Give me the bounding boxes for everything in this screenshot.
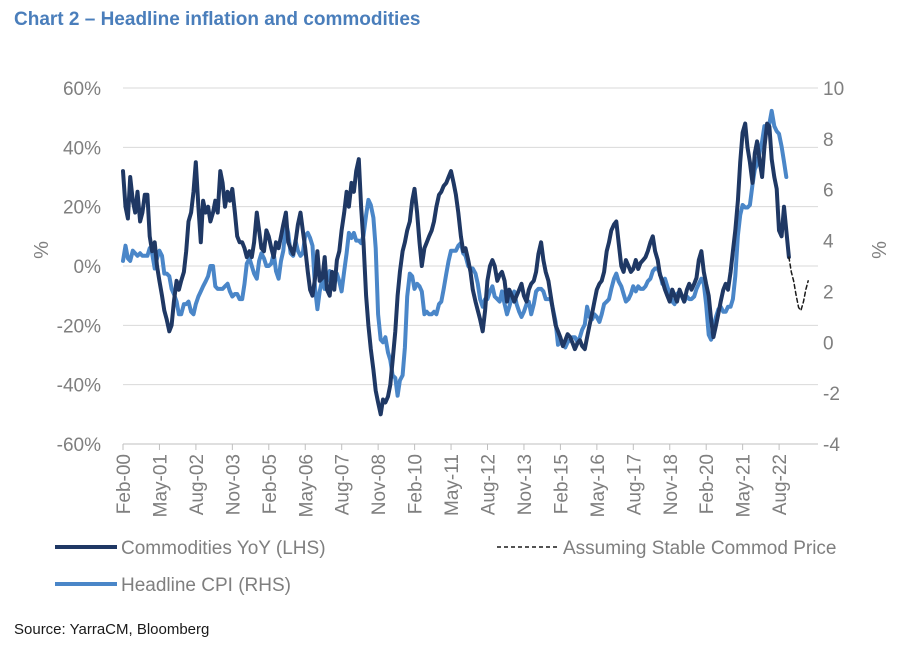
- x-tick-label: May-06: [296, 454, 317, 517]
- x-tick-label: May-01: [150, 454, 171, 517]
- source-note: Source: YarraCM, Bloomberg: [14, 621, 210, 638]
- y-axis-right-ticks: 10 8 6 4 2 0 -2 -4: [823, 79, 844, 456]
- legend-label: Headline CPI (RHS): [121, 575, 291, 596]
- series-line-2: [788, 256, 809, 312]
- y-right-tick-label: 4: [823, 232, 834, 253]
- x-tick-label: Feb-15: [551, 454, 572, 514]
- x-tick-label: Feb-10: [406, 454, 427, 514]
- y-left-tick-label: 20%: [63, 198, 101, 219]
- y-right-tick-label: -4: [823, 435, 840, 456]
- legend: Commodities YoY (LHS) Assuming Stable Com…: [55, 538, 837, 596]
- x-tick-label: May-21: [734, 454, 755, 517]
- y-axis-left-ticks: 60% 40% 20% 0% -20% -40% -60%: [57, 79, 101, 456]
- y-right-tick-label: 6: [823, 181, 834, 202]
- y-left-tick-label: -60%: [57, 435, 101, 456]
- x-tick-label: Aug-07: [333, 454, 354, 515]
- y-right-tick-label: 0: [823, 333, 834, 354]
- x-tick-label: May-16: [588, 454, 609, 517]
- x-tick-label: Nov-18: [661, 454, 682, 515]
- x-tick-label: Feb-05: [260, 454, 281, 514]
- y-right-tick-label: 10: [823, 79, 844, 100]
- y-left-tick-label: 0%: [74, 257, 102, 278]
- chart-title: Chart 2 – Headline inflation and commodi…: [14, 9, 421, 30]
- y-right-tick-label: 8: [823, 130, 834, 151]
- y-axis-right-label: %: [869, 241, 891, 259]
- x-tick-label: Feb-20: [697, 454, 718, 514]
- series-line-1: [121, 108, 789, 398]
- x-tick-label: Aug-12: [479, 454, 500, 515]
- series-lines: [121, 108, 809, 417]
- x-tick-label: Nov-03: [223, 454, 244, 515]
- y-right-tick-label: -2: [823, 384, 840, 405]
- x-tick-label: May-11: [442, 454, 463, 516]
- y-left-tick-label: -20%: [57, 316, 101, 337]
- x-tick-label: Feb-00: [114, 454, 135, 514]
- x-tick-label: Nov-08: [369, 454, 390, 515]
- legend-label: Commodities YoY (LHS): [121, 538, 326, 559]
- x-tick-label: Nov-13: [515, 454, 536, 515]
- x-axis-ticks: Feb-00 May-01 Aug-02 Nov-03 Feb-05 May-06 Aug-…: [114, 444, 791, 517]
- x-tick-label: Aug-17: [624, 454, 645, 515]
- y-left-tick-label: 40%: [63, 138, 101, 159]
- y-left-tick-label: 60%: [63, 79, 101, 100]
- y-left-tick-label: -40%: [57, 376, 101, 397]
- x-tick-label: Aug-22: [770, 454, 791, 515]
- legend-label: Assuming Stable Commod Price: [563, 538, 837, 559]
- y-axis-left-label: %: [31, 241, 53, 259]
- x-tick-label: Aug-02: [187, 454, 208, 515]
- series-line-0: [121, 121, 791, 417]
- y-right-tick-label: 2: [823, 282, 834, 303]
